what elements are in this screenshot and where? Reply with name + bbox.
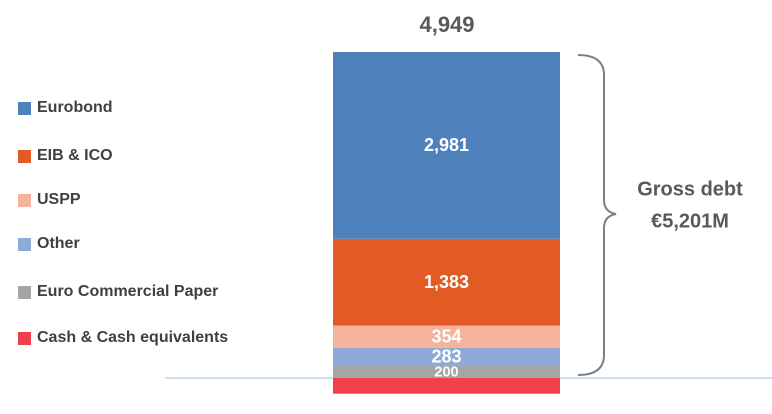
value-label: 2,981 [424,135,469,155]
value-label: 283 [431,346,461,366]
brace [577,54,617,376]
legend-swatch [18,194,31,207]
bar-segment [333,52,560,239]
bar-segment [333,325,560,348]
bar-segment [333,238,560,326]
bar-segment [333,347,560,366]
annotation: Gross debt [637,178,743,200]
legend-swatch [18,238,31,251]
legend-label: Eurobond [37,99,113,116]
legend-label: USPP [37,191,81,208]
value-label: 1,383 [424,272,469,292]
legend-swatch [18,102,31,115]
value-label: 354 [431,326,461,346]
value-label: 200 [434,365,458,381]
legend-swatch [18,286,31,299]
value-label: - 251 [426,376,466,396]
legend-label: Other [37,235,80,252]
legend-label: EIB & ICO [37,147,113,164]
legend-label: Euro Commercial Paper [37,283,218,300]
annotation: €5,201M [651,210,729,232]
bar-segment [333,365,560,378]
legend-swatch [18,332,31,345]
legend-swatch [18,150,31,163]
legend-label: Cash & Cash equivalents [37,329,228,346]
bar-segment [333,378,560,394]
total-label: 4,949 [419,12,474,37]
